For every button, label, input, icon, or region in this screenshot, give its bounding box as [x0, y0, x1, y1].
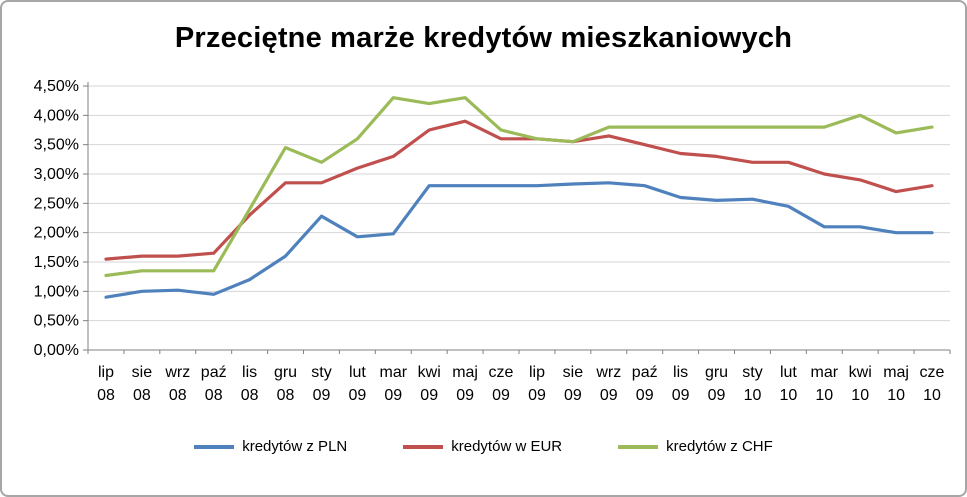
svg-text:sty: sty — [311, 364, 331, 381]
svg-text:gru: gru — [274, 364, 297, 381]
svg-text:lis: lis — [673, 364, 688, 381]
legend-item-pln: kredytów z PLN — [194, 438, 347, 455]
svg-text:10: 10 — [780, 387, 798, 404]
svg-text:lip: lip — [98, 364, 114, 381]
svg-text:08: 08 — [205, 387, 223, 404]
svg-text:sty: sty — [742, 364, 762, 381]
svg-text:09: 09 — [672, 387, 690, 404]
eur-line-swatch-icon — [403, 444, 444, 449]
svg-text:08: 08 — [97, 387, 115, 404]
chart-title: Przeciętne marże kredytów mieszkaniowych — [174, 22, 793, 54]
svg-text:kwi: kwi — [849, 364, 872, 381]
svg-text:3,00%: 3,00% — [34, 166, 79, 183]
svg-text:cze: cze — [920, 364, 945, 381]
svg-text:08: 08 — [277, 387, 295, 404]
svg-text:09: 09 — [420, 387, 438, 404]
svg-text:gru: gru — [705, 364, 728, 381]
svg-text:10: 10 — [744, 387, 762, 404]
svg-text:lut: lut — [780, 364, 797, 381]
svg-text:08: 08 — [133, 387, 151, 404]
svg-text:4,50%: 4,50% — [34, 78, 79, 95]
svg-text:09: 09 — [708, 387, 726, 404]
svg-text:08: 08 — [241, 387, 259, 404]
svg-text:lip: lip — [529, 364, 545, 381]
svg-text:cze: cze — [489, 364, 514, 381]
svg-text:lis: lis — [242, 364, 257, 381]
svg-text:09: 09 — [564, 387, 582, 404]
svg-text:sie: sie — [132, 364, 153, 381]
svg-text:10: 10 — [923, 387, 941, 404]
pln-series-label: kredytów z PLN — [242, 438, 348, 455]
svg-text:09: 09 — [636, 387, 654, 404]
chf-line-swatch-icon — [618, 444, 659, 449]
svg-text:1,50%: 1,50% — [34, 254, 79, 271]
svg-text:09: 09 — [349, 387, 367, 404]
svg-text:10: 10 — [815, 387, 833, 404]
svg-text:09: 09 — [528, 387, 546, 404]
svg-text:10: 10 — [851, 387, 869, 404]
svg-text:3,50%: 3,50% — [34, 137, 79, 154]
svg-text:0,50%: 0,50% — [34, 313, 79, 330]
svg-text:wrz: wrz — [595, 364, 621, 381]
svg-text:2,00%: 2,00% — [34, 225, 79, 242]
svg-text:09: 09 — [456, 387, 474, 404]
svg-text:lut: lut — [349, 364, 366, 381]
eur-series-label: kredytów w EUR — [451, 438, 563, 455]
svg-text:mar: mar — [380, 364, 408, 381]
line-chart-plot: 0,00% 0,50% 1,00% 1,50% 2,00% 2,50% 3,00% 3,50%… — [34, 78, 951, 404]
svg-text:09: 09 — [384, 387, 402, 404]
legend-item-eur: kredytów w EUR — [403, 438, 562, 455]
chf-series-label: kredytów z CHF — [666, 438, 773, 455]
svg-text:sie: sie — [563, 364, 584, 381]
svg-text:2,50%: 2,50% — [34, 195, 79, 212]
svg-text:maj: maj — [883, 364, 909, 381]
svg-text:1,00%: 1,00% — [34, 283, 79, 300]
svg-text:0,00%: 0,00% — [34, 342, 79, 359]
pln-line-swatch-icon — [194, 444, 235, 449]
svg-text:08: 08 — [169, 387, 187, 404]
svg-text:09: 09 — [492, 387, 510, 404]
svg-text:4,00%: 4,00% — [34, 107, 79, 124]
svg-text:kwi: kwi — [418, 364, 441, 381]
svg-text:mar: mar — [811, 364, 839, 381]
svg-text:09: 09 — [600, 387, 618, 404]
svg-text:wrz: wrz — [164, 364, 190, 381]
svg-text:09: 09 — [313, 387, 331, 404]
chart-legend: kredytów z PLN kredytów w EUR kredytów z… — [2, 438, 965, 455]
legend-item-chf: kredytów z CHF — [618, 438, 773, 455]
svg-text:paź: paź — [632, 364, 658, 381]
svg-text:paź: paź — [201, 364, 227, 381]
svg-text:maj: maj — [452, 364, 478, 381]
svg-text:10: 10 — [887, 387, 905, 404]
